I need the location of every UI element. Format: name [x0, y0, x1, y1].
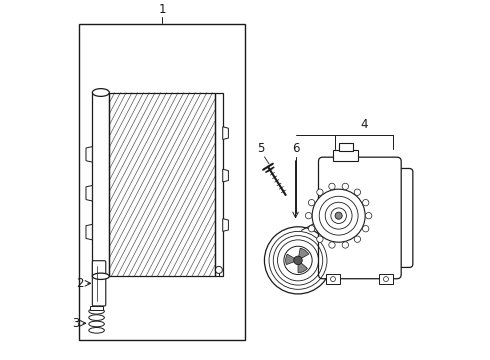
Circle shape: [354, 189, 361, 195]
Circle shape: [342, 183, 348, 190]
Wedge shape: [298, 260, 308, 273]
FancyBboxPatch shape: [318, 157, 401, 279]
Circle shape: [308, 226, 315, 232]
Polygon shape: [223, 169, 228, 182]
Ellipse shape: [89, 309, 104, 314]
Circle shape: [294, 256, 302, 265]
Circle shape: [363, 226, 369, 232]
Circle shape: [366, 212, 372, 219]
FancyBboxPatch shape: [392, 168, 413, 267]
Bar: [333, 150, 358, 161]
Ellipse shape: [89, 315, 104, 320]
Polygon shape: [223, 219, 228, 231]
Polygon shape: [86, 185, 92, 201]
Wedge shape: [298, 248, 309, 260]
Circle shape: [335, 212, 342, 219]
Bar: [379, 274, 392, 284]
Bar: [339, 143, 353, 151]
Bar: [215, 93, 223, 276]
Circle shape: [331, 276, 336, 282]
Text: 6: 6: [292, 143, 299, 156]
Text: 1: 1: [158, 3, 166, 16]
Circle shape: [329, 242, 335, 248]
Bar: [109, 93, 215, 276]
Circle shape: [312, 189, 365, 242]
Circle shape: [265, 227, 332, 294]
Circle shape: [354, 236, 361, 242]
Circle shape: [329, 183, 335, 190]
FancyBboxPatch shape: [92, 261, 106, 306]
Circle shape: [305, 212, 312, 219]
Text: 2: 2: [76, 277, 84, 290]
Text: 5: 5: [257, 143, 265, 156]
Polygon shape: [86, 147, 92, 162]
Bar: [109, 93, 215, 276]
Circle shape: [215, 266, 222, 274]
Text: 3: 3: [72, 317, 79, 330]
Ellipse shape: [89, 321, 104, 327]
Polygon shape: [86, 224, 92, 240]
Circle shape: [308, 199, 315, 206]
Bar: [90, 306, 103, 310]
Circle shape: [384, 276, 389, 282]
Bar: [79, 24, 245, 340]
Circle shape: [317, 189, 323, 195]
Ellipse shape: [92, 273, 109, 279]
Bar: [92, 93, 109, 276]
Ellipse shape: [89, 328, 104, 333]
Ellipse shape: [92, 89, 109, 96]
Bar: [326, 274, 340, 284]
Text: 4: 4: [361, 118, 368, 131]
Wedge shape: [286, 254, 298, 265]
Circle shape: [284, 246, 312, 274]
Circle shape: [342, 242, 348, 248]
Polygon shape: [223, 127, 228, 140]
Circle shape: [317, 236, 323, 242]
Circle shape: [363, 199, 369, 206]
